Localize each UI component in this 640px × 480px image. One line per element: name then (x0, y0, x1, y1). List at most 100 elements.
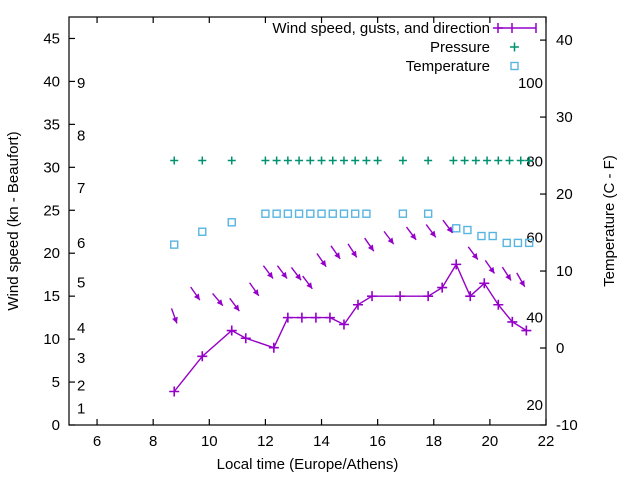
wind-direction-arrow-head (281, 271, 288, 279)
wind-speed-point (296, 312, 307, 323)
wind-direction-arrow-head (267, 271, 274, 279)
pressure-point (261, 156, 270, 165)
wind-direction-arrow-head (306, 282, 313, 289)
y-axis-tick-label: 5 (52, 374, 60, 391)
temperature-point (272, 209, 281, 218)
wind-direction-arrow-head (519, 280, 525, 287)
temperature-point (477, 231, 486, 241)
temperature-point (513, 238, 523, 248)
y-axis-title: Wind speed (kn - Beaufort) (5, 131, 22, 310)
beaufort-scale-label: 2 (77, 377, 85, 394)
temperature-point (502, 238, 511, 248)
y2-axis-tick-label: 30 (556, 109, 573, 126)
beaufort-scale-label: 3 (77, 350, 85, 367)
temperature-point (227, 218, 236, 227)
wind-speed-point (282, 312, 293, 323)
x-axis-tick-label: 18 (425, 433, 442, 450)
wind-speed-point (367, 291, 378, 302)
pressure-point (351, 156, 360, 165)
pressure-scale-label: 60 (526, 230, 543, 247)
wind-speed-point (310, 312, 321, 323)
pressure-point (272, 156, 281, 165)
wind-speed-point (226, 325, 237, 336)
beaufort-scale-label: 1 (77, 401, 85, 418)
pressure-point (516, 156, 525, 165)
pressure-point (483, 156, 492, 165)
x-axis-tick-label: 14 (313, 433, 330, 450)
temperature-point (294, 209, 304, 218)
x-axis-tick-label: 16 (369, 433, 386, 450)
pressure-point (494, 156, 503, 165)
y2-axis-tick-label: 40 (556, 32, 573, 49)
y2-axis-tick-label: 0 (556, 340, 564, 357)
pressure-point (449, 156, 458, 165)
wind-direction-arrow-head (429, 230, 436, 238)
wind-direction-arrow-head (471, 253, 478, 260)
temperature-point (339, 209, 349, 218)
wind-speed-point (493, 299, 504, 310)
temperature-point (463, 225, 472, 235)
wind-speed-point (437, 282, 448, 293)
legend-label-1: Wind speed, gusts, and direction (272, 20, 490, 37)
pressure-point (505, 156, 514, 165)
wind-speed-point (465, 291, 476, 302)
wind-direction-arrow-head (488, 266, 495, 274)
y-axis-tick-label: 30 (43, 159, 60, 176)
x-axis-tick-label: 6 (93, 433, 101, 450)
y-axis-tick-label: 45 (43, 30, 60, 47)
beaufort-scale-label: 4 (77, 320, 85, 337)
beaufort-scale-label: 7 (77, 180, 85, 197)
wind-direction-arrow-head (505, 273, 512, 281)
legend-swatch-wind-tick-left (493, 23, 503, 33)
wind-speed-point (507, 316, 518, 327)
wind-speed-point (395, 291, 406, 302)
pressure-point (398, 156, 407, 165)
y-axis-tick-label: 20 (43, 245, 60, 262)
y-axis-tick-label: 40 (43, 73, 60, 90)
y2-axis-tick-label: -10 (556, 417, 578, 434)
wind-direction-arrow-head (334, 252, 341, 259)
x-axis-tick-label: 8 (149, 433, 157, 450)
temperature-point (452, 224, 461, 233)
pressure-point (306, 156, 315, 165)
wind-direction-arrow-head (252, 289, 259, 296)
beaufort-scale-label: 8 (77, 128, 85, 145)
wind-speed-point (338, 319, 349, 330)
pressure-scale-label: 20 (526, 397, 543, 414)
wind-direction-arrow-head (320, 259, 327, 267)
y-axis-tick-label: 35 (43, 116, 60, 133)
y2-axis-title: Temperature (C - F) (601, 155, 618, 287)
pressure-point (362, 156, 371, 165)
pressure-point (339, 156, 348, 165)
wind-speed-point (521, 325, 532, 336)
temperature-point (351, 209, 360, 218)
pressure-scale-label: 80 (526, 153, 543, 170)
wind-speed-point (353, 299, 364, 310)
x-axis-tick-label: 10 (201, 433, 218, 450)
wind-speed-point (324, 312, 335, 323)
pressure-point (295, 156, 304, 165)
y-axis-tick-label: 0 (52, 417, 60, 434)
pressure-scale-label: 100 (518, 75, 543, 92)
wind-direction-arrow-head (410, 233, 417, 240)
beaufort-scale-label: 9 (77, 75, 85, 92)
x-axis-title: Local time (Europe/Athens) (217, 456, 399, 473)
plot-frame (68, 16, 547, 426)
wind-direction-arrow-head (367, 244, 374, 252)
pressure-point (471, 156, 480, 165)
wind-speed-point (169, 386, 180, 397)
temperature-point (170, 240, 179, 249)
temperature-point (283, 209, 293, 218)
temperature-point (261, 209, 270, 218)
y-axis-tick-label: 10 (43, 331, 60, 348)
beaufort-scale-label: 5 (77, 274, 85, 291)
legend-swatch-temperature (510, 61, 519, 71)
wind-direction-arrow-head (233, 304, 240, 312)
y2-axis-tick-label: 10 (556, 263, 573, 280)
wind-direction-arrow-head (350, 250, 357, 258)
y2-axis-tick-label: 20 (556, 186, 573, 203)
legend-label-2: Pressure (430, 39, 490, 56)
pressure-scale-label: 40 (526, 310, 543, 327)
pressure-point (525, 156, 534, 165)
y-axis-tick-label: 25 (43, 202, 60, 219)
